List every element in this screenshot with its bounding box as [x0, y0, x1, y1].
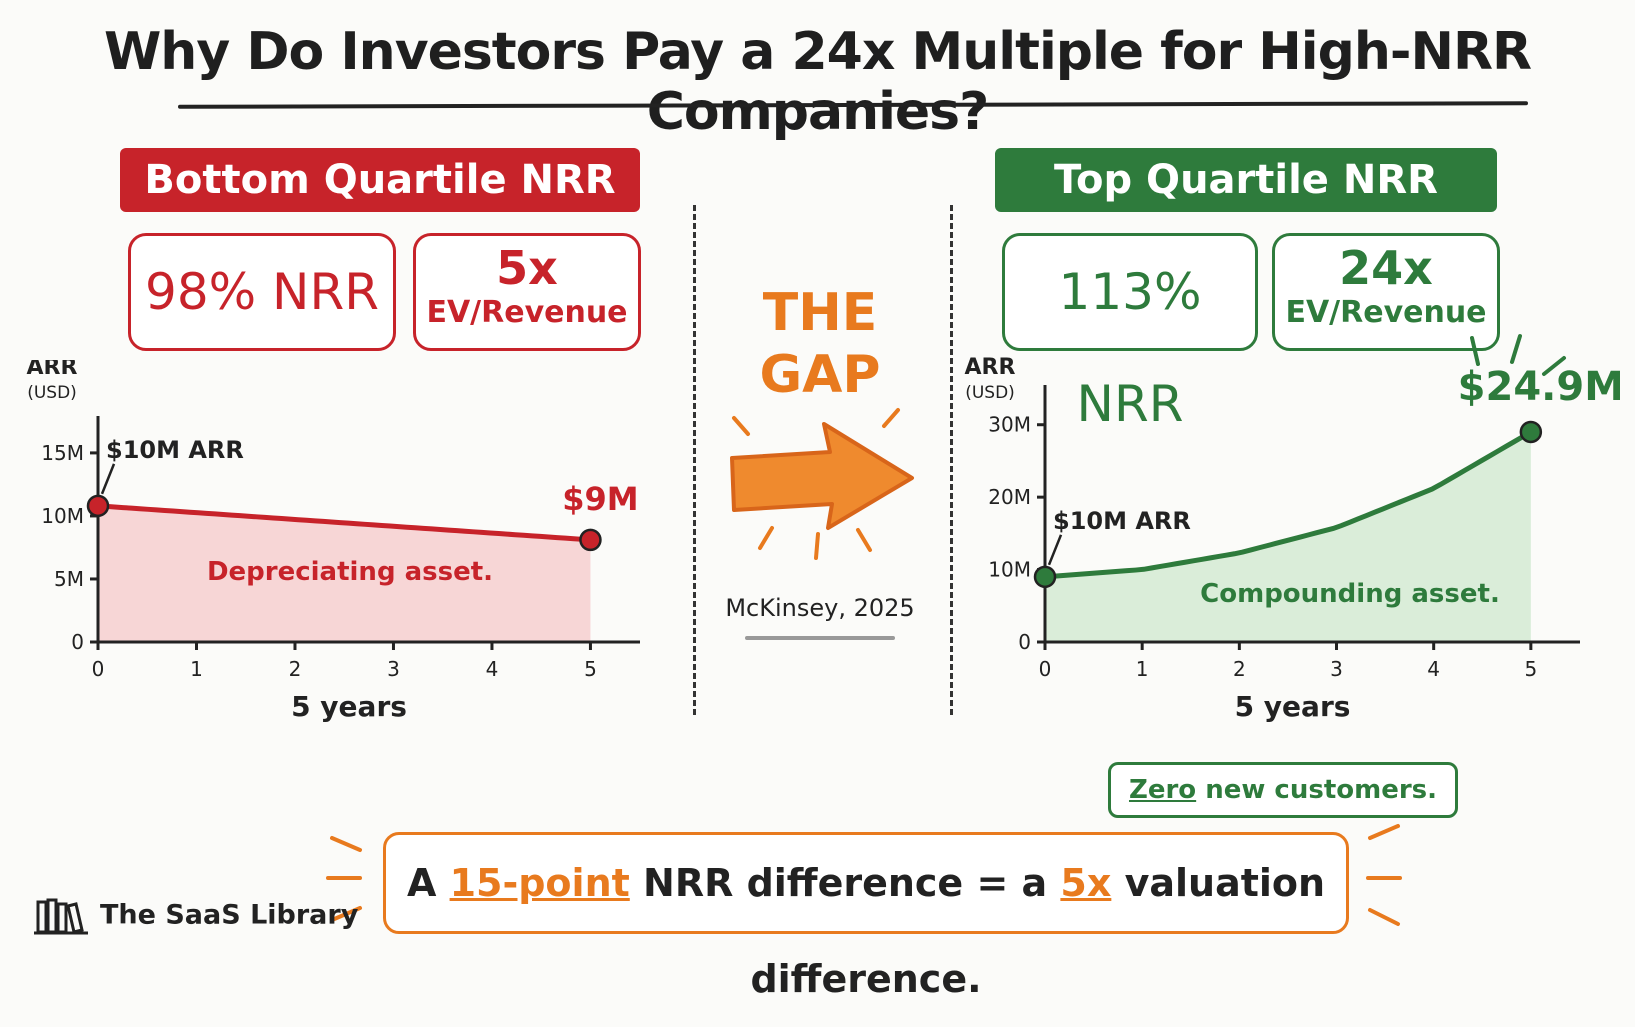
top-multiple-value: 24x [1339, 241, 1433, 295]
y-axis-label: ARR [965, 355, 1016, 380]
x-tick-label: 3 [1330, 657, 1343, 681]
top-quartile-chart: 0 10M 20M 30M 0 1 2 3 4 5 ARR (USD) 5 years $10M ARR $… [965, 334, 1620, 723]
callout-highlight-15-point: 15-point [449, 861, 630, 905]
y-tick-label: 10M [41, 504, 84, 528]
the-gap-label: THE GAP [740, 282, 900, 406]
bottom-multiple-value: 5x [496, 241, 558, 295]
y-tick-label: 0 [1018, 630, 1031, 654]
series-line [95, 503, 593, 543]
x-tick-label: 2 [289, 657, 302, 681]
callout-emphasis-icon [326, 824, 1402, 926]
emphasis-mark [1542, 356, 1566, 376]
x-tick-label: 4 [486, 657, 499, 681]
bottom-quartile-banner: Bottom Quartile NRR [120, 148, 640, 212]
source-label: McKinsey, 2025 [725, 594, 915, 622]
dashed-divider-right [950, 205, 953, 715]
new-customers-text: new customers. [1196, 775, 1438, 805]
end-label: $24.9M [1458, 364, 1620, 410]
emphasis-mark [1470, 336, 1480, 366]
area-fill [1045, 431, 1531, 642]
x-tick-label: 1 [1136, 657, 1149, 681]
y-tick-label: 20M [988, 485, 1031, 509]
brand: The SaaS Library [34, 896, 358, 936]
start-point [1033, 565, 1057, 589]
end-point [579, 528, 602, 552]
y-axis-unit: (USD) [965, 383, 1015, 403]
bottom-nrr-stat: 98% NRR [128, 233, 396, 351]
dashed-divider-left [693, 205, 696, 715]
brand-name: The SaaS Library [100, 899, 359, 931]
start-label: $10M ARR [1053, 507, 1191, 535]
top-multiple-stat: 24x EV/Revenue [1272, 233, 1500, 351]
page-title: Why Do Investors Pay a 24x Multiple for … [103, 22, 1532, 142]
x-tick-label: 0 [92, 657, 105, 681]
x-tick-label: 4 [1427, 657, 1440, 681]
start-label-pointer [100, 463, 116, 495]
callout-text-2: NRR difference = a [629, 861, 1061, 905]
x-tick-label: 0 [1039, 657, 1052, 681]
zero-new-customers-note: Zero new customers. [1108, 762, 1458, 818]
y-axis-unit: (USD) [27, 383, 77, 403]
x-tick-label: 5 [584, 657, 597, 681]
series-line [1042, 429, 1534, 580]
end-label: $9M [562, 480, 638, 518]
top-quartile-banner: Top Quartile NRR [995, 148, 1497, 212]
books-icon [34, 898, 88, 935]
the-gap-line2: GAP [759, 345, 881, 405]
x-axis-label: 5 years [291, 690, 407, 723]
y-tick-label: 30M [988, 413, 1031, 437]
y-axis-label: ARR [27, 360, 78, 380]
bottom-multiple-label: EV/Revenue [426, 295, 628, 330]
bottom-multiple-stat: 5x EV/Revenue [413, 233, 641, 351]
area-label: Depreciating asset. [207, 557, 493, 587]
x-tick-label: 5 [1524, 657, 1537, 681]
y-tick-label: 10M [988, 558, 1031, 582]
key-takeaway-callout: A 15-point NRR difference = a 5x valuati… [383, 832, 1349, 1001]
emphasis-mark [1510, 334, 1522, 364]
area-label: Compounding asset. [1200, 579, 1500, 609]
top-multiple-label: EV/Revenue [1285, 295, 1487, 330]
callout-highlight-5x: 5x [1060, 861, 1112, 905]
start-point [86, 494, 110, 518]
y-tick-label: 15M [41, 441, 84, 465]
callout-text-1: A [406, 861, 450, 905]
start-label-pointer [1047, 534, 1063, 566]
the-gap-line1: THE [762, 283, 878, 343]
x-axis-label: 5 years [1235, 690, 1351, 723]
y-tick-label: 5M [54, 567, 84, 591]
source-underline [745, 636, 895, 640]
y-tick-label: 0 [71, 630, 84, 654]
x-tick-label: 2 [1233, 657, 1246, 681]
x-tick-label: 1 [190, 657, 203, 681]
top-nrr-stat: 113% NRR [1002, 233, 1258, 433]
end-point [1519, 420, 1543, 444]
bottom-quartile-chart: 0 5M 10M 15M 0 1 2 3 4 5 ARR (USD) 5 years $10M ARR $9… [27, 360, 640, 723]
x-tick-label: 3 [387, 657, 400, 681]
zero-word: Zero [1128, 775, 1197, 805]
start-label: $10M ARR [106, 436, 244, 464]
gap-arrow-icon [730, 408, 914, 560]
area-fill [98, 505, 591, 642]
